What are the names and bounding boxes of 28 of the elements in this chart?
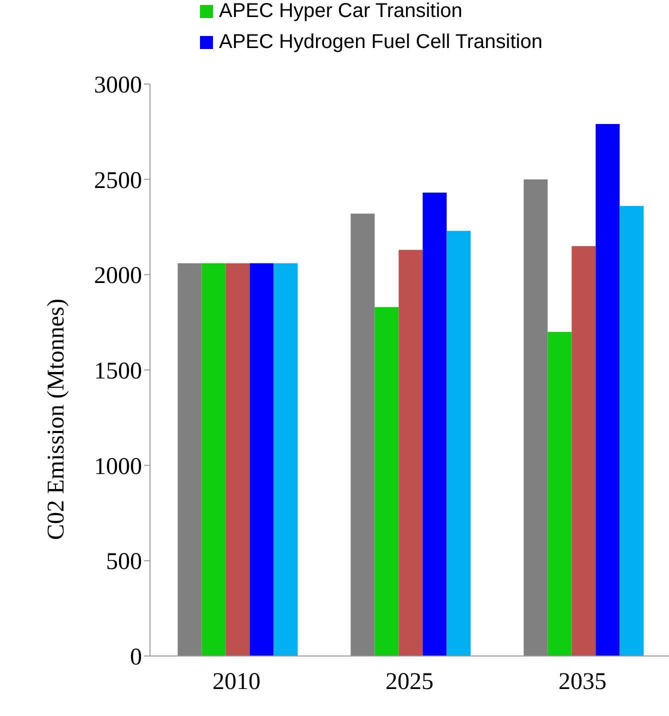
y-tick-label: 3000 (94, 72, 142, 99)
bar (524, 179, 548, 656)
x-tick-label: 2035 (558, 669, 606, 696)
bar (250, 263, 274, 656)
bar (548, 332, 572, 656)
bar (202, 263, 226, 656)
y-tick-label: 500 (106, 549, 142, 576)
y-tick-label: 0 (130, 644, 142, 671)
x-tick-label: 2025 (386, 669, 434, 696)
bar (422, 192, 447, 656)
legend-label: APEC Hydrogen Fuel Cell Transition (219, 31, 542, 54)
bar (274, 263, 298, 656)
bar (226, 263, 250, 656)
bar (350, 214, 375, 656)
y-tick-label: 1000 (94, 454, 142, 480)
y-tick-label: 2000 (94, 263, 142, 290)
bar (596, 124, 620, 656)
y-tick-label: 1500 (94, 358, 142, 385)
legend-label: APEC Hyper Car Transition (219, 0, 462, 23)
bar (446, 230, 471, 656)
bar (572, 246, 596, 656)
y-tick-label: 2500 (94, 168, 142, 194)
bar (620, 206, 644, 656)
bar (398, 250, 423, 656)
bar (178, 263, 202, 656)
y-axis-title: C02 Emission (Mtonnes) (44, 298, 70, 540)
x-tick-label: 2010 (212, 669, 260, 696)
bar (374, 307, 399, 656)
